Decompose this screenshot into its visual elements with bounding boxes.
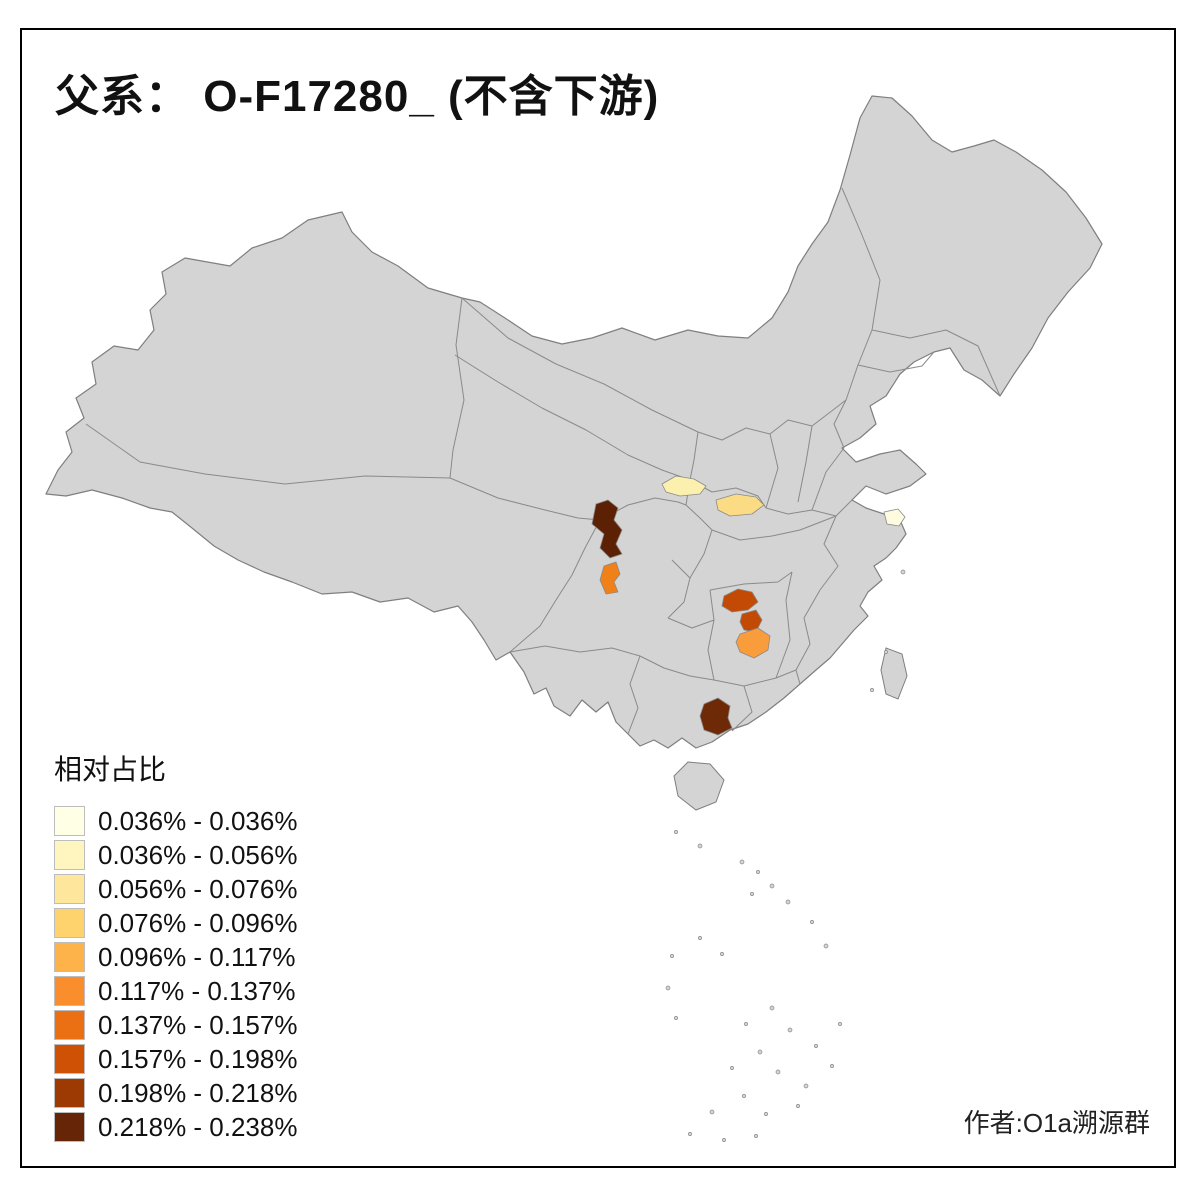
- legend-row: 0.137% - 0.157%: [54, 1008, 297, 1042]
- legend-color-swatch: [54, 874, 85, 904]
- legend-class-label: 0.157% - 0.198%: [98, 1043, 298, 1074]
- legend-title: 相对占比: [54, 754, 167, 785]
- legend-class-label: 0.036% - 0.036%: [98, 805, 298, 836]
- legend-row: 0.076% - 0.096%: [54, 906, 297, 940]
- legend-color-swatch: [54, 1044, 85, 1074]
- legend-color-swatch: [54, 840, 85, 870]
- legend-row: 0.198% - 0.218%: [54, 1076, 297, 1110]
- legend-class-label: 0.076% - 0.096%: [98, 907, 298, 938]
- legend-color-swatch: [54, 1078, 85, 1108]
- legend-row: 0.218% - 0.238%: [54, 1110, 297, 1144]
- region-northwest-hunan-a: [721, 588, 759, 613]
- legend-row: 0.036% - 0.036%: [54, 804, 297, 838]
- legend-class-label: 0.117% - 0.137%: [98, 975, 296, 1006]
- region-south-guangxi: [699, 697, 733, 736]
- legend-color-swatch: [54, 806, 85, 836]
- legend-color-swatch: [54, 1010, 85, 1040]
- legend-color-swatch: [54, 1112, 85, 1142]
- legend-class-label: 0.198% - 0.218%: [98, 1077, 298, 1108]
- legend-row: 0.096% - 0.117%: [54, 940, 297, 974]
- legend-row: 0.056% - 0.076%: [54, 872, 297, 906]
- page-title: 父系： O-F17280_ (不含下游): [55, 72, 660, 121]
- region-central-sichuan: [599, 561, 621, 595]
- region-northwest-sichuan: [591, 499, 623, 559]
- region-southeast-gansu: [661, 475, 707, 497]
- china-mainland-outline: [45, 95, 1103, 749]
- legend-color-swatch: [54, 942, 85, 972]
- region-central-hunan: [735, 627, 771, 659]
- region-southwest-henan: [715, 493, 765, 517]
- legend-class-label: 0.096% - 0.117%: [98, 941, 296, 972]
- region-shanghai-vicinity: [883, 508, 906, 527]
- legend-class-label: 0.137% - 0.157%: [98, 1009, 298, 1040]
- legend-color-swatch: [54, 908, 85, 938]
- province-borders: [85, 187, 1001, 735]
- highlighted-regions: [591, 475, 906, 736]
- legend-rows: 0.036% - 0.036% 0.036% - 0.056% 0.056% - 0…: [54, 804, 297, 1144]
- legend-class-label: 0.218% - 0.238%: [98, 1111, 298, 1142]
- map-legend: 相对占比 0.036% - 0.036% 0.036% - 0.056% 0.056…: [54, 748, 297, 1144]
- legend-row: 0.157% - 0.198%: [54, 1042, 297, 1076]
- legend-class-label: 0.056% - 0.076%: [98, 873, 298, 904]
- legend-row: 0.117% - 0.137%: [54, 974, 297, 1008]
- south-china-sea-islands: [665, 569, 906, 1142]
- legend-row: 0.036% - 0.056%: [54, 838, 297, 872]
- legend-class-label: 0.036% - 0.056%: [98, 839, 298, 870]
- hainan-island: [673, 761, 725, 811]
- attribution-text: 作者:O1a溯源群: [963, 1108, 1150, 1138]
- legend-color-swatch: [54, 976, 85, 1006]
- taiwan-island: [880, 647, 908, 700]
